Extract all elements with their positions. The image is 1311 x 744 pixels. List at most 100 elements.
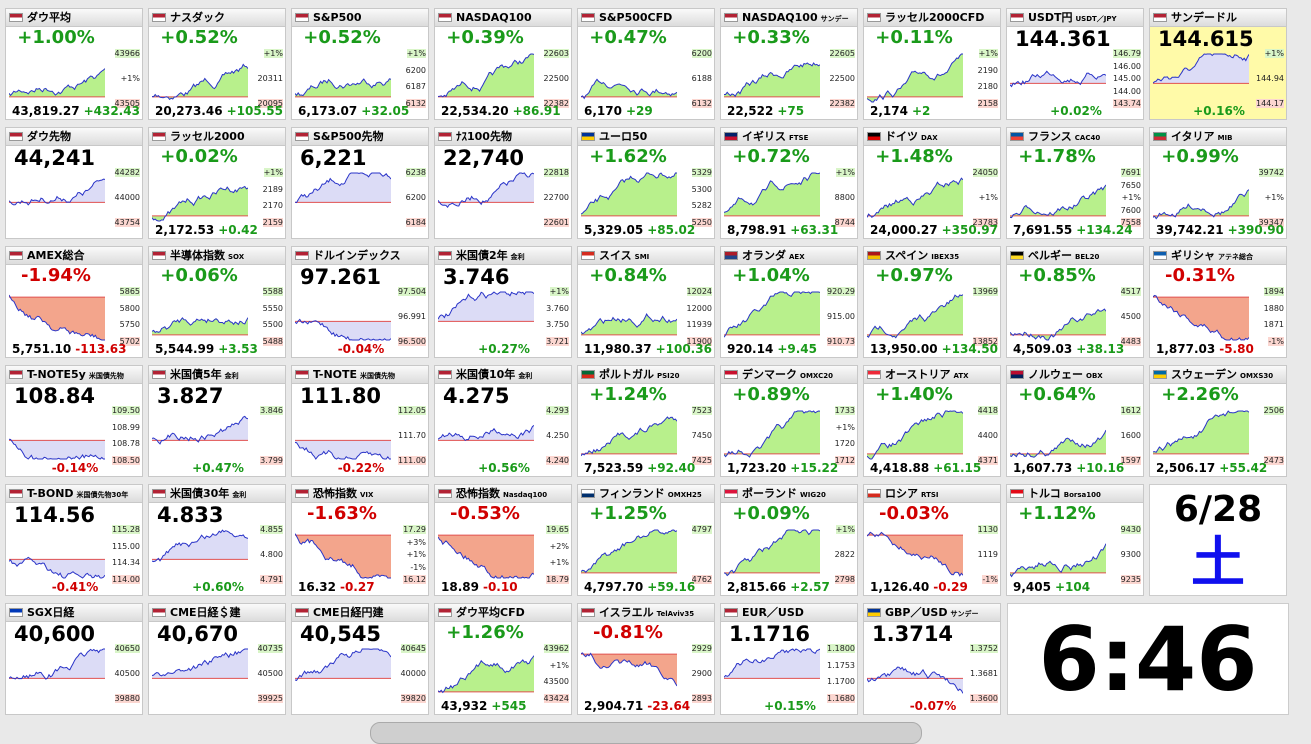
price: 5,544.99 <box>155 342 215 356</box>
sparkline <box>724 62 820 98</box>
axis-label: 39742 <box>1258 168 1284 177</box>
axis-label: +1% <box>978 193 998 202</box>
change: -0.27 <box>339 580 375 594</box>
axis-label: 4.240 <box>546 456 569 465</box>
tile-footer: 39,742.21 +390.90 <box>1156 223 1284 237</box>
sparkline <box>152 317 248 336</box>
change: +105.55 <box>226 104 283 118</box>
price-line <box>438 172 534 209</box>
tile: T-BOND 米国債先物30年 114.56 115.28 115.00 114.34 11… <box>5 484 143 596</box>
tile-header: ラッセル2000CFD <box>864 9 1000 27</box>
flag <box>867 489 881 498</box>
tile-footer: 6,173.07 +32.05 <box>298 104 424 118</box>
tile-sub: RTSI <box>921 491 939 499</box>
tile-sub: OBX <box>1086 372 1103 380</box>
flag <box>1153 370 1167 379</box>
tile: CME日経円建 40,545 40645 40000 39820 <box>291 603 429 715</box>
change: +75 <box>777 104 805 118</box>
sparkline <box>9 648 105 680</box>
sparkline <box>152 185 248 222</box>
tile-footer: 2,172.53 +0.42 <box>155 223 281 237</box>
weekday: 土 <box>1191 531 1245 594</box>
flag <box>1010 251 1024 260</box>
headline: 111.80 <box>300 384 382 408</box>
headline: +0.84% <box>589 265 667 286</box>
area <box>9 295 105 340</box>
axis-label: 44282 <box>114 168 140 177</box>
tile-sub: SOX <box>228 253 245 261</box>
axis-label: 146.79 <box>1113 49 1141 58</box>
axis-label: 1.1753 <box>827 660 855 670</box>
axis-label: 5250 <box>691 218 712 227</box>
tile-header: ﾅｽ100先物 <box>435 128 571 146</box>
tile-sub: PSI20 <box>657 372 680 380</box>
change: +134.24 <box>1076 223 1133 237</box>
tile: ダウ平均CFD +1.26% 43962 +1% 43500 43424 43,932 +54… <box>434 603 572 715</box>
headline: 1.3714 <box>872 622 954 646</box>
axis-label: 2506 <box>1263 406 1284 415</box>
scroll-bar[interactable] <box>370 722 922 744</box>
tile-name: T-BOND 米国債先物30年 <box>27 487 129 500</box>
tile-name: スウェーデン OMXS30 <box>1171 368 1274 381</box>
sparkline <box>724 529 820 577</box>
axis-label: 44000 <box>114 193 140 202</box>
tile-footer: +0.60% <box>155 580 281 594</box>
axis-label: 22818 <box>543 168 569 177</box>
axis-label: 108.50 <box>112 456 140 465</box>
headline: +1.04% <box>732 265 810 286</box>
price-line <box>1010 70 1106 88</box>
tile-footer: 5,329.05 +85.02 <box>584 223 710 237</box>
tile-name: スペイン IBEX35 <box>885 249 960 262</box>
area <box>581 530 677 573</box>
tile-footer: 9,405 +104 <box>1013 580 1139 594</box>
tile-sub: VIX <box>360 491 374 499</box>
price-line <box>1153 189 1249 220</box>
price-line <box>1010 429 1106 458</box>
tile: ノルウェー OBX +0.64% 1612 1600 1597 1,607.73 +10.16 <box>1006 365 1144 477</box>
sparkline <box>9 294 105 341</box>
headline: +1.78% <box>1018 146 1096 167</box>
headline: +2.26% <box>1161 384 1239 405</box>
tile-footer: 6,170 +29 <box>584 104 710 118</box>
axis-label: 109.50 <box>112 406 140 415</box>
headline: -0.53% <box>450 503 520 524</box>
axis-label: 13969 <box>972 287 998 296</box>
price-line <box>867 53 963 103</box>
area <box>724 173 820 216</box>
price-line <box>1153 410 1249 453</box>
area <box>9 179 105 205</box>
axis-label: -1% <box>410 562 426 572</box>
flag <box>438 370 452 379</box>
price-line <box>1010 184 1106 219</box>
axis-label: 3.721 <box>546 337 569 346</box>
tile-name: サンデードル <box>1171 11 1237 24</box>
tile-name: ポーランド WIG20 <box>742 487 826 500</box>
change: +38.13 <box>1076 342 1125 356</box>
tile: ポルトガル PSI20 +1.24% 7523 7450 7425 7,523.59 +92.… <box>577 365 715 477</box>
tile-footer: 13,950.00 +134.50 <box>870 342 998 356</box>
axis-label: 108.99 <box>112 422 140 432</box>
headline: +0.89% <box>732 384 810 405</box>
tile-footer: 5,751.10 -113.63 <box>12 342 138 356</box>
tile-footer: 43,819.27 +432.43 <box>12 104 140 118</box>
sparkline <box>1153 189 1249 220</box>
headline: 40,600 <box>14 622 96 646</box>
headline: 40,545 <box>300 622 382 646</box>
sparkline <box>9 178 105 206</box>
sparkline <box>9 438 105 460</box>
tile: 半導体指数 SOX +0.06% 5588 5550 5500 5488 5,544.99 +3… <box>148 246 286 358</box>
flag <box>724 489 738 498</box>
headline: 40,670 <box>157 622 239 646</box>
flag <box>867 370 881 379</box>
area <box>295 173 391 203</box>
tile: ドルインデックス 97.261 97.504 96.991 96.500 -0.04% <box>291 246 429 358</box>
axis-label: +1% <box>1264 193 1284 202</box>
axis-label: 1.1680 <box>827 694 855 703</box>
axis-label: 96.500 <box>398 337 426 346</box>
area <box>724 292 820 338</box>
tile-name: ドイツ DAX <box>885 130 938 143</box>
tile-header: 恐怖指数 VIX <box>292 485 428 503</box>
flag <box>295 608 309 617</box>
tile-footer: 2,506.17 +55.42 <box>1156 461 1282 475</box>
axis-label: 7425 <box>691 456 712 465</box>
